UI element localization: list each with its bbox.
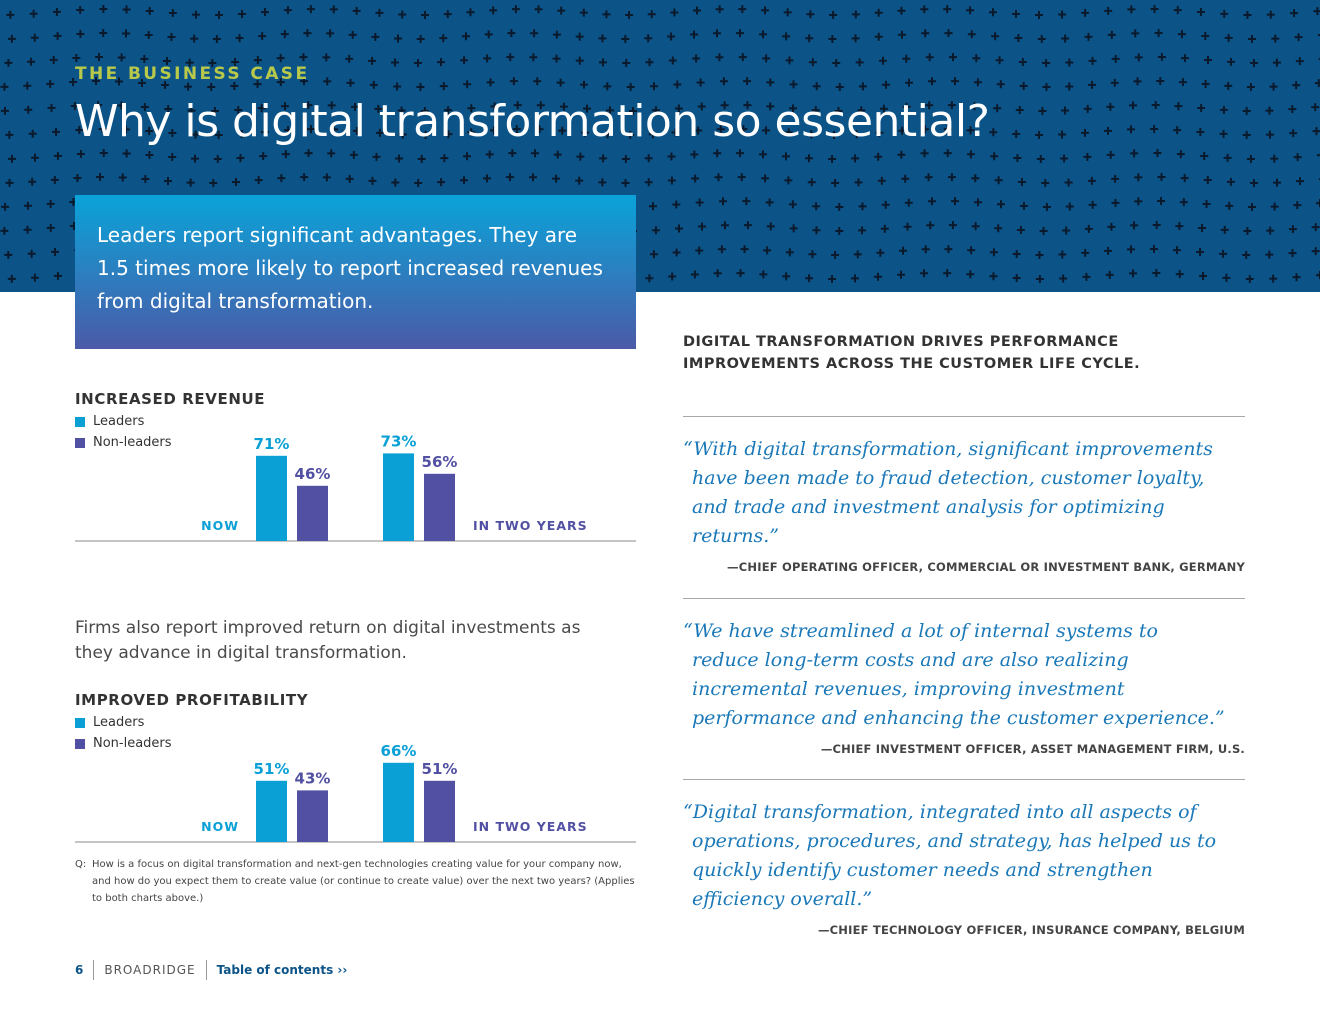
- page-title: Why is digital transformation so essenti…: [75, 96, 990, 147]
- legend-non-leaders: Non-leaders: [75, 432, 636, 453]
- bar-leaders-two-years: [383, 762, 414, 842]
- legend-swatch-leaders: [75, 416, 85, 427]
- footnote-label: Q:: [75, 859, 87, 870]
- profitability-bar-svg: 51% 43% NOW 66% 51% IN TWO YEARS: [75, 742, 636, 843]
- quote-attribution: —CHIEF INVESTMENT OFFICER, ASSET MANAGEM…: [820, 742, 1245, 756]
- revenue-bar-svg: 71% 46% NOW 73% 56% IN TWO YEARS: [75, 432, 636, 542]
- bar-non-leaders-two-years: [424, 780, 455, 842]
- survey-footnote: Q: How is a focus on digital transformat…: [75, 856, 635, 907]
- quote-attribution: —CHIEF TECHNOLOGY OFFICER, INSURANCE COM…: [817, 923, 1245, 937]
- legend-swatch-non-leaders: [75, 738, 85, 749]
- footer-divider: [93, 960, 95, 980]
- improved-profitability-chart: IMPROVED PROFITABILITY Leaders Non-leade…: [75, 691, 636, 843]
- table-of-contents-link[interactable]: Table of contents ››: [216, 963, 348, 977]
- bar-leaders-now: [256, 455, 287, 541]
- bar-non-leaders-now: [297, 485, 328, 541]
- bar-leaders-two-years: [383, 453, 414, 541]
- bar-value-label: 56%: [422, 453, 458, 471]
- chart-title: IMPROVED PROFITABILITY: [75, 691, 309, 709]
- legend-swatch-leaders: [75, 717, 85, 728]
- legend-label: Non-leaders: [93, 736, 172, 751]
- quote-attribution: —CHIEF OPERATING OFFICER, COMMERCIAL OR …: [727, 560, 1245, 574]
- bar-non-leaders-now: [297, 790, 328, 842]
- category-label: IN TWO YEARS: [473, 819, 588, 834]
- quote-text: “Digital transformation, integrated into…: [683, 801, 1217, 910]
- body-paragraph: Firms also report improved return on dig…: [75, 618, 581, 663]
- quotes-heading: DIGITAL TRANSFORMATION DRIVES PERFORMANC…: [683, 334, 1141, 372]
- footer-divider: [205, 960, 207, 980]
- legend-label: Leaders: [93, 715, 145, 730]
- callout-text: Leaders report significant advantages. T…: [97, 223, 603, 313]
- chart-title: INCREASED REVENUE: [75, 390, 266, 408]
- bar-value-label: 66%: [381, 742, 417, 760]
- quote-2: “We have streamlined a lot of internal s…: [683, 598, 1245, 756]
- brand-name: BROADRIDGE: [104, 963, 196, 977]
- increased-revenue-chart: INCREASED REVENUE Leaders Non-leaders 71…: [75, 390, 636, 542]
- legend-non-leaders: Non-leaders: [75, 733, 636, 754]
- legend-leaders: Leaders: [75, 411, 636, 432]
- legend-label: Leaders: [93, 414, 145, 429]
- footnote-text: How is a focus on digital transformation…: [92, 859, 635, 904]
- section-eyebrow: THE BUSINESS CASE: [75, 64, 310, 84]
- page-number: 6: [75, 963, 84, 977]
- quote-text: “We have streamlined a lot of internal s…: [683, 620, 1225, 729]
- legend-swatch-non-leaders: [75, 437, 85, 448]
- bar-value-label: 73%: [381, 432, 417, 450]
- category-label: NOW: [201, 819, 239, 834]
- bar-value-label: 51%: [422, 760, 458, 778]
- category-label: NOW: [201, 518, 239, 533]
- highlight-callout: Leaders report significant advantages. T…: [75, 195, 636, 349]
- quote-3: “Digital transformation, integrated into…: [683, 779, 1245, 937]
- bar-value-label: 43%: [295, 769, 331, 787]
- bar-leaders-now: [256, 780, 287, 842]
- bar-non-leaders-two-years: [424, 473, 455, 541]
- quote-1: “With digital transformation, significan…: [683, 416, 1245, 574]
- legend-label: Non-leaders: [93, 435, 172, 450]
- quote-text: “With digital transformation, significan…: [683, 438, 1213, 547]
- bar-value-label: 46%: [295, 465, 331, 483]
- page-footer: 6 BROADRIDGE Table of contents ››: [75, 960, 347, 980]
- bar-value-label: 51%: [254, 760, 290, 778]
- bar-value-label: 71%: [254, 435, 290, 453]
- category-label: IN TWO YEARS: [473, 518, 588, 533]
- legend-leaders: Leaders: [75, 712, 636, 733]
